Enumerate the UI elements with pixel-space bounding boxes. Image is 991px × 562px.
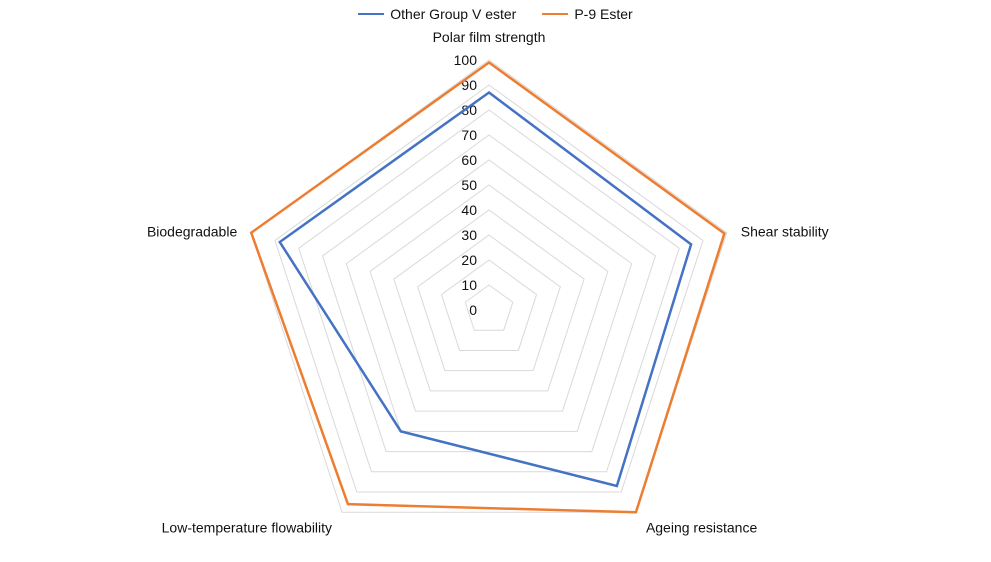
grid-ring-80: [298, 109, 680, 473]
grid-ring-70: [321, 134, 657, 453]
legend-swatch-p9-ester: [542, 13, 569, 15]
tick-label-20: 20: [461, 252, 477, 268]
grid-ring-10: [464, 284, 514, 331]
series-other-group-v-ester: [278, 90, 693, 488]
axis-label-low-temperature-flowability: Low-temperature flowability: [162, 519, 332, 535]
tick-label-90: 90: [461, 77, 477, 93]
legend-swatch-other-group-v-ester: [358, 13, 385, 15]
legend: Other Group V ester P-9 Ester: [0, 6, 991, 22]
grid-ring-50: [369, 184, 609, 412]
grid-ring-100: [250, 59, 728, 513]
axis-label-shear-stability: Shear stability: [741, 224, 829, 240]
tick-label-70: 70: [461, 127, 477, 143]
grid-ring-90: [274, 84, 704, 493]
tick-label-50: 50: [461, 177, 477, 193]
tick-label-30: 30: [461, 227, 477, 243]
axis-label-biodegradable: Biodegradable: [147, 224, 238, 240]
legend-item-p9-ester: P-9 Ester: [542, 6, 633, 22]
grid-ring-40: [393, 209, 585, 392]
grid-ring-30: [417, 234, 561, 372]
grid-ring-60: [345, 159, 633, 432]
series-p-9-ester: [249, 60, 726, 514]
tick-label-100: 100: [454, 52, 478, 68]
tick-label-40: 40: [461, 202, 477, 218]
tick-label-0: 0: [469, 302, 477, 318]
tick-label-10: 10: [461, 277, 477, 293]
grid-ring-20: [440, 259, 538, 351]
legend-item-other-group-v-ester: Other Group V ester: [358, 6, 516, 22]
legend-label-other-group-v-ester: Other Group V ester: [390, 6, 517, 22]
tick-label-60: 60: [461, 152, 477, 168]
legend-label-p9-ester: P-9 Ester: [574, 6, 633, 22]
tick-label-80: 80: [461, 102, 477, 118]
axis-label-ageing-resistance: Ageing resistance: [646, 519, 758, 535]
axis-label-polar-film-strength: Polar film strength: [433, 29, 546, 45]
